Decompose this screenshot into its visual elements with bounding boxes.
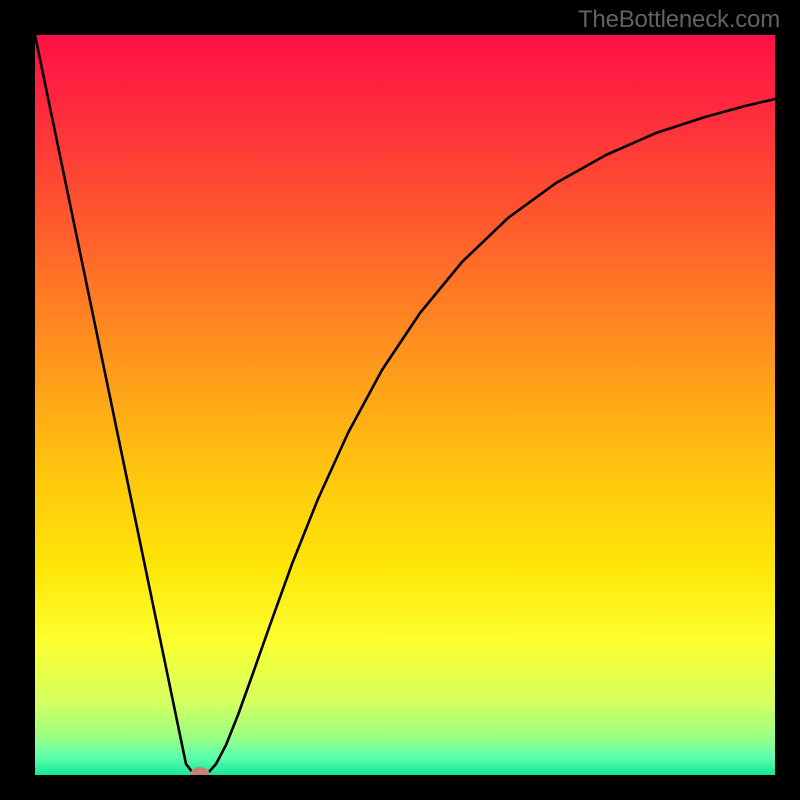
chart-root: TheBottleneck.com — [0, 0, 800, 800]
watermark-text: TheBottleneck.com — [578, 6, 780, 34]
curve-line — [35, 35, 775, 775]
plot-area — [35, 35, 775, 775]
minimum-dot — [190, 767, 210, 775]
